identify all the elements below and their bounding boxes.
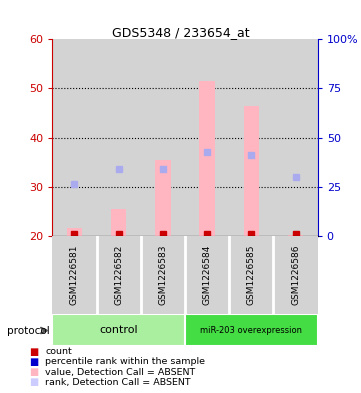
Text: GSM1226582: GSM1226582 <box>114 245 123 305</box>
Text: percentile rank within the sample: percentile rank within the sample <box>45 358 205 366</box>
Text: miR-203 overexpression: miR-203 overexpression <box>200 326 303 334</box>
Text: GSM1226586: GSM1226586 <box>291 245 300 305</box>
Text: ■: ■ <box>29 377 38 387</box>
Text: GSM1226583: GSM1226583 <box>158 245 168 305</box>
Text: ■: ■ <box>29 357 38 367</box>
Bar <box>244 106 259 236</box>
Bar <box>111 209 126 236</box>
Text: GSM1226585: GSM1226585 <box>247 245 256 305</box>
Bar <box>155 160 171 236</box>
Text: value, Detection Call = ABSENT: value, Detection Call = ABSENT <box>45 368 195 376</box>
Text: ■: ■ <box>29 367 38 377</box>
Text: protocol: protocol <box>7 325 50 336</box>
Bar <box>52 314 185 346</box>
Text: GSM1226581: GSM1226581 <box>70 245 79 305</box>
Bar <box>67 228 82 236</box>
Text: control: control <box>99 325 138 335</box>
Bar <box>185 314 318 346</box>
Bar <box>199 81 215 236</box>
Text: GSM1226584: GSM1226584 <box>203 245 212 305</box>
Text: count: count <box>45 347 72 356</box>
Text: ■: ■ <box>29 347 38 357</box>
Text: rank, Detection Call = ABSENT: rank, Detection Call = ABSENT <box>45 378 191 387</box>
Bar <box>288 235 303 236</box>
Text: GDS5348 / 233654_at: GDS5348 / 233654_at <box>112 26 249 39</box>
